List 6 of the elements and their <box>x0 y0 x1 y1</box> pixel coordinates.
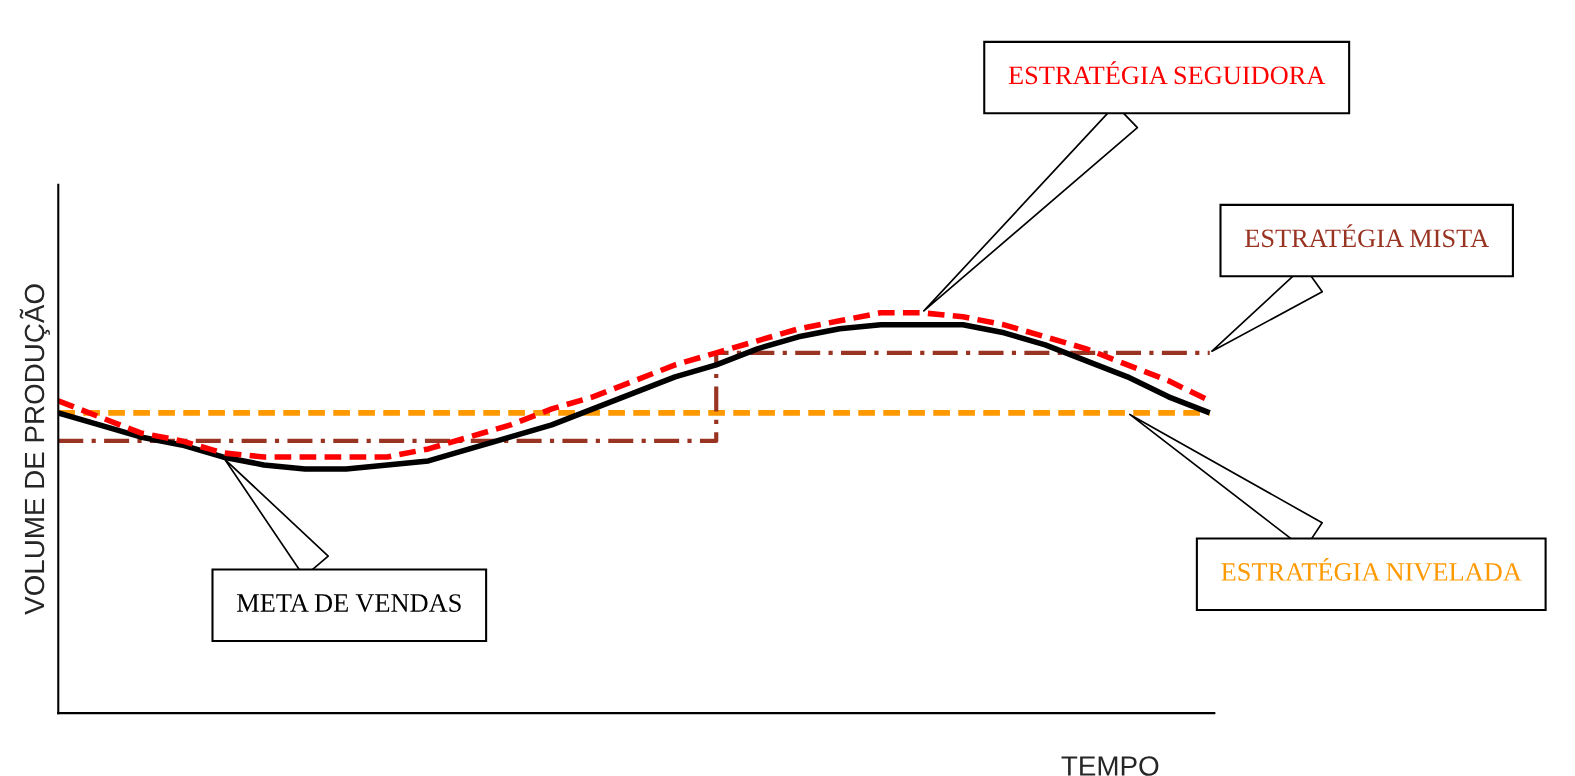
y-axis-title: VOLUME DE PRODUÇÃO <box>19 284 50 615</box>
text: META DE VENDAS <box>237 594 461 613</box>
text: ESTRATÉGIA MISTA <box>1245 224 1489 248</box>
x-axis-title: TEMPO <box>1061 756 1159 776</box>
text: ESTRATÉGIA NIVELADA <box>1221 558 1522 581</box>
text: ESTRATÉGIA SEGUIDORA <box>1008 61 1326 85</box>
